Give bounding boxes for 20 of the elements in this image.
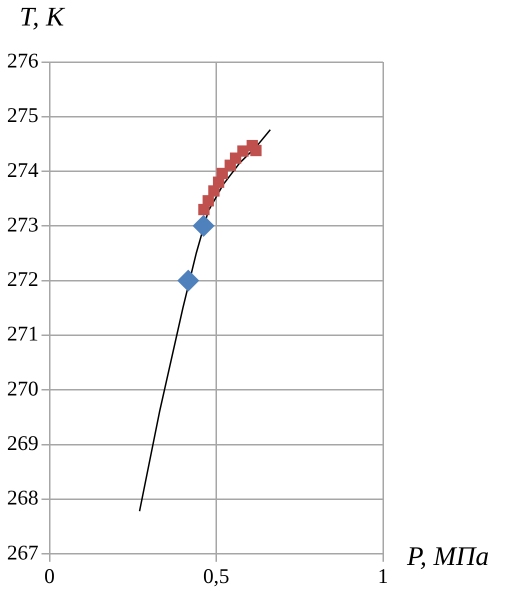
y-tick-label: 275 bbox=[7, 103, 38, 128]
y-tick-label: 273 bbox=[7, 212, 38, 236]
x-tick-label: 0,5 bbox=[203, 564, 230, 588]
point bbox=[202, 195, 214, 206]
y-axis-title: T, K bbox=[20, 2, 66, 32]
x-tick-label: 1 bbox=[378, 564, 388, 588]
y-tick-label: 274 bbox=[7, 158, 39, 182]
y-tick-label: 276 bbox=[7, 48, 38, 73]
point bbox=[192, 214, 215, 237]
x-axis-title: P, МПа bbox=[406, 540, 490, 571]
y-tick-label: 268 bbox=[7, 486, 38, 510]
point bbox=[250, 144, 262, 156]
y-tick-label: 270 bbox=[7, 376, 38, 400]
y-tick-label: 272 bbox=[7, 267, 38, 292]
y-tick-label: 267 bbox=[7, 540, 38, 564]
point bbox=[216, 168, 228, 180]
y-tick-label: 271 bbox=[7, 322, 38, 346]
y-tick-label: 269 bbox=[7, 431, 38, 456]
point bbox=[177, 270, 200, 292]
x-tick-label: 0 bbox=[44, 564, 55, 588]
